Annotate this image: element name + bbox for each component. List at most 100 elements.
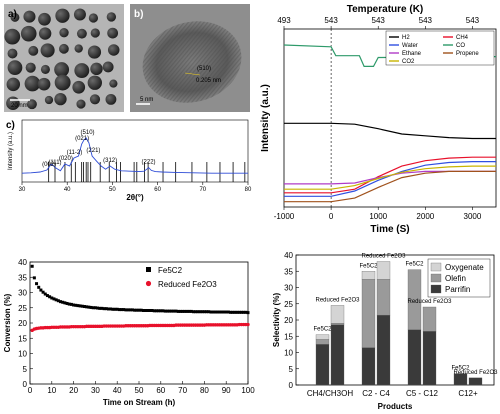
- nanoparticle: [87, 45, 102, 59]
- conv-point: [239, 310, 243, 314]
- sel-ylabel: Selectivity (%): [272, 293, 281, 348]
- tpd-legend-label: Ethane: [402, 51, 422, 57]
- conv-x-tick-label: 80: [200, 386, 209, 395]
- conv-point: [229, 310, 233, 314]
- conv-point: [187, 309, 191, 313]
- nanoparticle: [54, 92, 67, 106]
- d-spacing-marker: [184, 72, 201, 76]
- conv-y-tick-label: 40: [18, 258, 27, 267]
- conv-point: [226, 310, 230, 314]
- tpd-legend-label: CO2: [402, 59, 415, 65]
- sel-bar-segment: [376, 314, 391, 386]
- nanoparticle: [107, 27, 119, 39]
- conv-point: [135, 308, 139, 312]
- conv-point: [189, 309, 193, 313]
- sel-bar-segment: [468, 377, 483, 386]
- sel-bar-segment: [407, 269, 422, 330]
- conversion-legend: Fe5C2 Reduced Fe2O3: [145, 266, 217, 289]
- conv-point: [111, 307, 115, 311]
- nanoparticle: [88, 13, 99, 23]
- sel-bar-label: Reduced Fe2O3: [453, 370, 498, 376]
- tpd-x-tick-label: 2000: [416, 212, 434, 221]
- sel-y-tick-label: 40: [284, 251, 293, 260]
- sel-bar-segment: [315, 344, 330, 386]
- conv-x-tick-label: 70: [178, 386, 187, 395]
- nanoparticle: [89, 94, 101, 105]
- conv-point: [181, 309, 185, 313]
- xrd-peak-label: (222): [142, 160, 156, 166]
- conv-point: [215, 310, 219, 314]
- hrtem-image-panel: b) (510) 0.205 nm 5 nm: [130, 4, 250, 112]
- conv-legend-label: Reduced Fe2O3: [158, 280, 217, 289]
- nanoparticle: [59, 43, 69, 54]
- sel-bar-label: Reduced Fe2O3: [361, 254, 406, 260]
- xrd-x-tick-label: 70: [199, 187, 206, 193]
- conv-y-tick-label: 35: [18, 273, 27, 282]
- nanoparticle: [23, 10, 36, 23]
- conv-point: [137, 308, 141, 312]
- tpd-legend-label: CO: [456, 43, 465, 49]
- nanoparticle: [37, 77, 51, 91]
- sel-y-tick-label: 5: [289, 365, 294, 374]
- conv-point: [200, 310, 204, 314]
- conv-point: [61, 300, 65, 304]
- conv-point: [133, 308, 137, 312]
- xrd-peak-label: (221): [86, 148, 100, 154]
- sel-bar-segment: [315, 339, 330, 345]
- conv-point: [80, 304, 84, 308]
- conv-y-tick-label: 20: [18, 319, 27, 328]
- nanoparticle: [38, 27, 52, 40]
- xrd-x-ticks: 30 40 50 60 70 80: [19, 182, 252, 193]
- tpd-top-tick-label: 543: [466, 16, 480, 25]
- conv-point: [141, 308, 145, 312]
- conv-point: [106, 307, 110, 311]
- xrd-plot-area: [21, 119, 249, 183]
- scale-bar-a-label: 20 nm: [11, 103, 28, 109]
- sel-bar-segment: [361, 271, 376, 280]
- conv-y-tick-label: 25: [18, 304, 27, 313]
- conv-x-tick-label: 90: [222, 386, 231, 395]
- xrd-x-tick-label: 60: [154, 187, 161, 193]
- tpd-x-tick-label: 0: [329, 212, 334, 221]
- conv-point: [102, 307, 106, 311]
- sel-bar-label: Reduced Fe2O3: [315, 297, 360, 303]
- tpd-xlabel: Time (S): [370, 224, 409, 235]
- sel-legend-swatch: [430, 262, 442, 272]
- tpd-series-line: [283, 44, 497, 68]
- nanoparticle: [54, 62, 70, 78]
- tpd-ylabel: Intensity (a.u.): [260, 84, 271, 152]
- conv-y-tick-label: 5: [23, 365, 28, 374]
- tpd-series-line: [284, 156, 496, 194]
- sel-bar-segment: [330, 323, 345, 326]
- conv-point: [89, 305, 93, 309]
- conv-point: [83, 305, 86, 309]
- conv-point: [218, 310, 222, 314]
- xrd-panel: c) (002)(111)(020)(11-2)(021)(510)(221)(…: [6, 119, 252, 202]
- xrd-reference-lines: [48, 162, 246, 182]
- conv-x-tick-label: 30: [91, 386, 100, 395]
- conv-x-tick-label: 100: [241, 386, 255, 395]
- sel-category-label: C5 - C12: [406, 389, 439, 398]
- sel-bar-segment: [361, 347, 376, 386]
- conv-point: [98, 306, 102, 310]
- conv-point: [205, 310, 209, 314]
- conv-point: [154, 309, 158, 313]
- conv-point: [45, 294, 49, 298]
- sel-legend-label: Olefin: [445, 274, 466, 283]
- nanoparticle: [25, 62, 36, 73]
- conv-point: [139, 308, 143, 312]
- xrd-curve: [21, 137, 248, 174]
- xrd-peak-labels: (002)(111)(020)(11-2) (021)(510) (221)(312…: [42, 130, 155, 168]
- xrd-peak-label: (111): [48, 160, 61, 166]
- xrd-peak-label: (020): [59, 156, 73, 162]
- conv-point: [159, 309, 163, 313]
- conv-point: [148, 308, 152, 312]
- conv-point: [63, 301, 67, 305]
- conversion-series: [30, 264, 250, 333]
- xrd-peak-label: (11-2): [67, 150, 83, 156]
- xrd-peak-label: (510): [81, 130, 95, 136]
- tpd-series-line: [284, 122, 496, 140]
